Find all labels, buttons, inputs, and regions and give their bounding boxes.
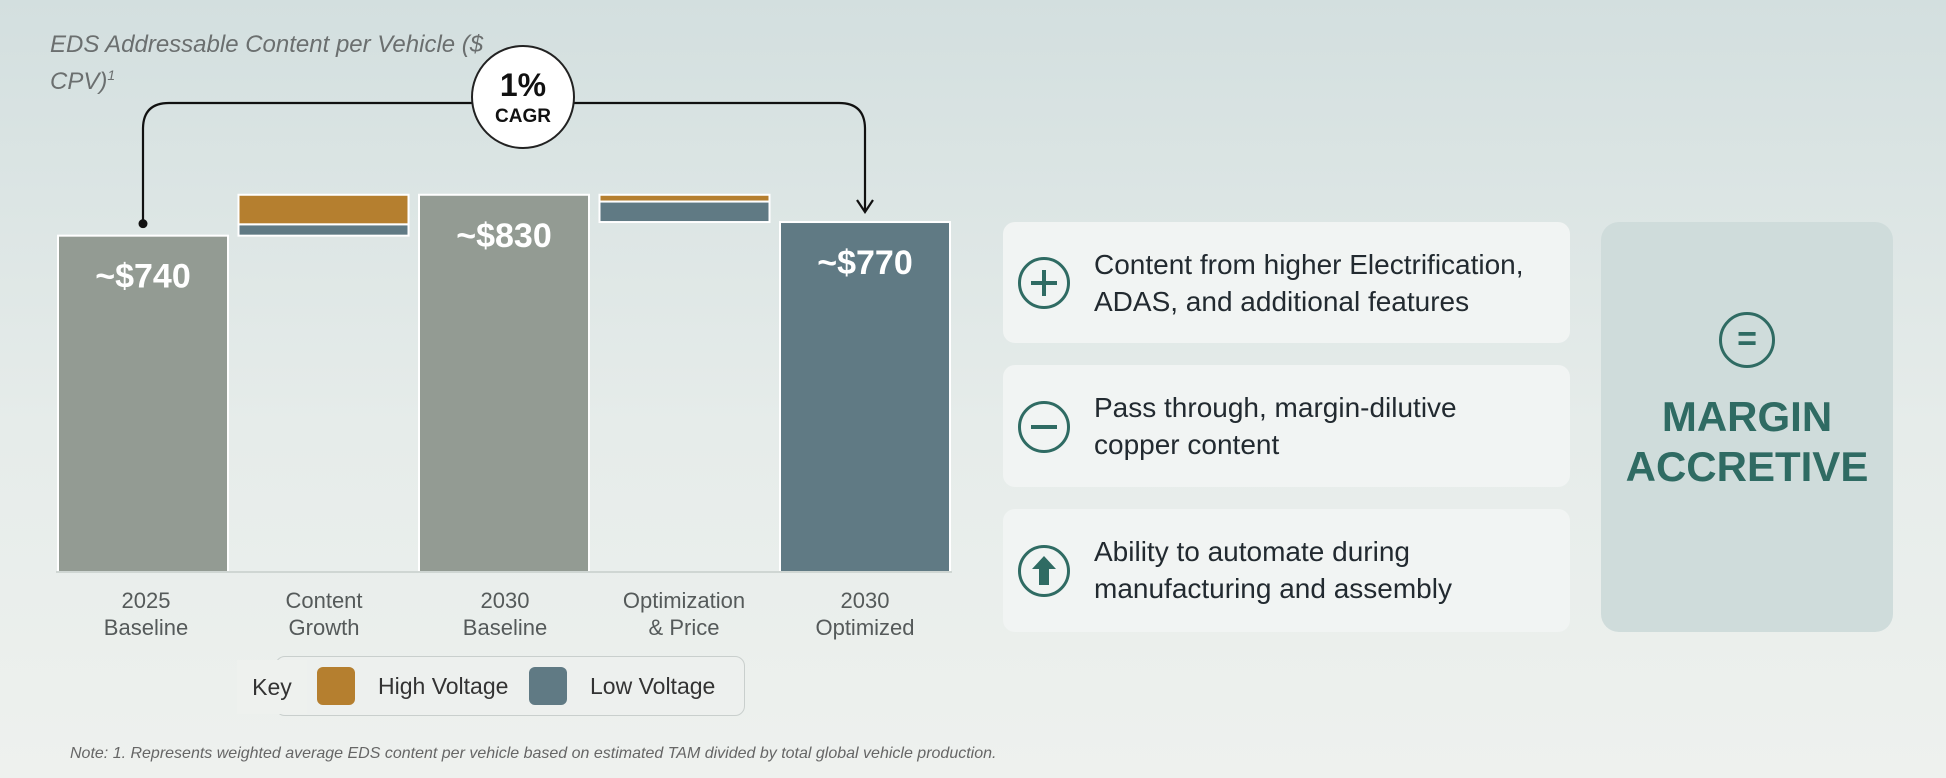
legend-swatch-low-voltage bbox=[529, 667, 567, 705]
bar-segment-low-voltage bbox=[598, 200, 771, 224]
category-label: 2025 Baseline bbox=[103, 588, 189, 640]
legend-label-low-voltage: Low Voltage bbox=[590, 673, 716, 699]
category-label: Content Growth bbox=[285, 588, 363, 640]
equals-circle-icon: = bbox=[1719, 312, 1775, 368]
bar-segment-high-voltage bbox=[598, 193, 771, 203]
automation-card: Ability to automate during manufacturing … bbox=[1003, 509, 1570, 632]
legend-title: Key bbox=[237, 660, 307, 714]
category-label: 2030 Baseline bbox=[462, 588, 548, 640]
data-label: ~$740 bbox=[95, 258, 191, 296]
content-growth-card: Content from higher Electrification, ADAS… bbox=[1003, 222, 1570, 343]
y-axis-title: EDS Addressable Content per Vehicle ($ C… bbox=[50, 31, 484, 95]
bar-total bbox=[779, 221, 951, 573]
card-text: Ability to automate during manufacturing … bbox=[1094, 536, 1452, 604]
cagr-badge: 1% CAGR bbox=[471, 45, 575, 149]
card-text: Content from higher Electrification, ADAS… bbox=[1094, 249, 1524, 317]
margin-accretive-text: MARGIN ACCRETIVE bbox=[1625, 393, 1869, 490]
bar-segment-high-voltage bbox=[237, 193, 410, 226]
data-label: ~$770 bbox=[817, 244, 913, 282]
footnote: Note: 1. Represents weighted average EDS… bbox=[70, 745, 997, 762]
legend-label-high-voltage: High Voltage bbox=[378, 673, 509, 699]
cagr-arrowhead bbox=[856, 199, 874, 215]
cagr-label: CAGR bbox=[495, 106, 551, 127]
legend-swatch-high-voltage bbox=[317, 667, 355, 705]
category-label: 2030 Optimized bbox=[815, 588, 915, 640]
copper-content-card: Pass through, margin-dilutive copper cont… bbox=[1003, 365, 1570, 487]
category-label: Optimization & Price bbox=[622, 588, 746, 640]
card-text: Pass through, margin-dilutive copper cont… bbox=[1094, 392, 1457, 460]
data-label: ~$830 bbox=[456, 217, 552, 255]
bar-segment-low-voltage bbox=[237, 223, 410, 237]
bar-total bbox=[57, 234, 229, 573]
bar-total bbox=[418, 193, 590, 573]
plus-circle-icon bbox=[1018, 257, 1070, 309]
minus-circle-icon bbox=[1018, 401, 1070, 453]
arrow-up-circle-icon bbox=[1018, 545, 1070, 597]
waterfall-chart: ~$740 ~$830 ~$770 bbox=[56, 101, 952, 573]
cagr-value: 1% bbox=[499, 67, 547, 103]
margin-accretive-box: = MARGIN ACCRETIVE bbox=[1601, 222, 1893, 632]
